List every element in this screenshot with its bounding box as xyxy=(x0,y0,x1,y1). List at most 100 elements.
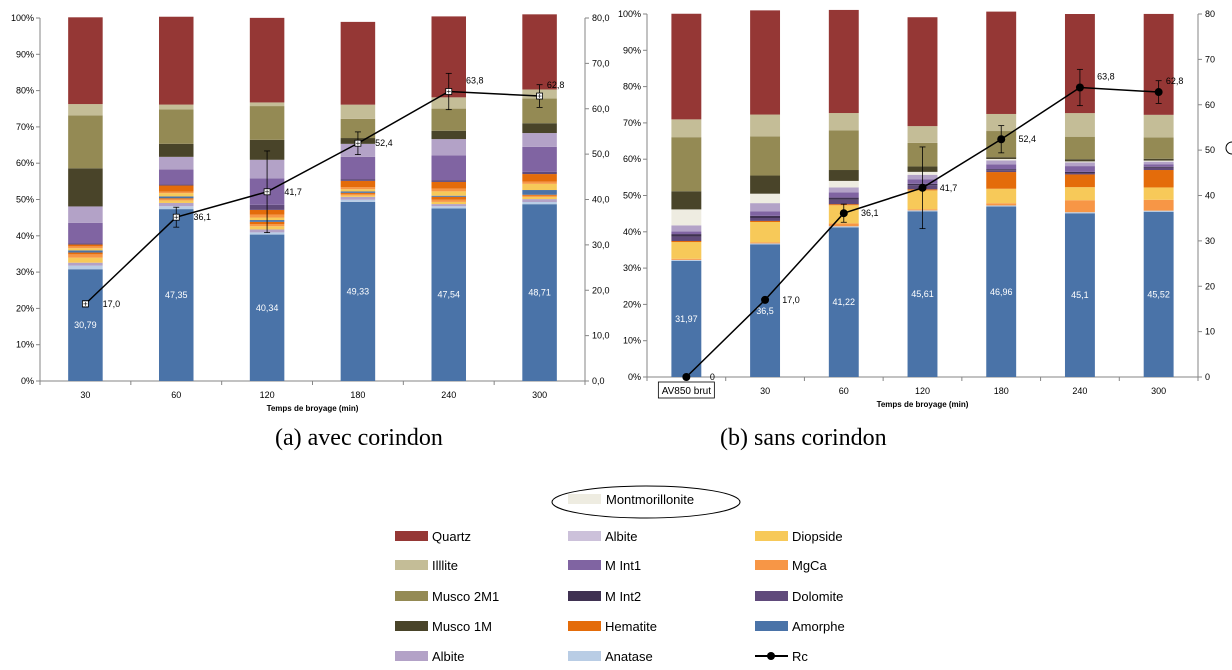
legend-label-montmorillonite: Montmorillonite xyxy=(606,492,694,507)
bar-segment-musco-2m1 xyxy=(249,106,285,140)
bar-segment-hematite xyxy=(431,181,467,189)
bar-segment-mgca xyxy=(1064,200,1095,213)
bar-segment-anatase xyxy=(986,205,1017,207)
legend-label-dolomite: Dolomite xyxy=(792,589,843,604)
bar-segment-musco-1m xyxy=(68,168,103,207)
y2-tick-label: 60,0 xyxy=(592,104,610,114)
y-tick-label: 10% xyxy=(16,340,34,350)
bar-segment-m-int2 xyxy=(986,169,1017,171)
bar-segment-musco-1m xyxy=(750,175,781,194)
y2-tick-label: 70 xyxy=(1205,54,1215,64)
data-label: 46,96 xyxy=(990,287,1013,297)
bar-segment-mgca xyxy=(522,181,557,184)
bar-segment-anatase xyxy=(431,206,467,209)
y2-tick-label: 20,0 xyxy=(592,285,610,295)
bar-segment-amorphe xyxy=(68,269,103,381)
bar-segment-diopside xyxy=(340,195,376,197)
bar-segment-musco-2m1 xyxy=(1064,136,1095,160)
bar-segment-amorphe xyxy=(340,201,376,381)
chart-sans-corindon: 0% 10% 20% 30% 40% 50% 60% 70% 80% 90% 100% 0 10 20 30… xyxy=(618,9,1232,409)
y2-tick-label: 40,0 xyxy=(592,195,610,205)
bar-segment-diopside xyxy=(671,242,702,259)
rc-marker xyxy=(1154,88,1163,97)
bar-segment-m-int1 xyxy=(522,146,557,172)
bar-segment-dolomite xyxy=(431,180,467,182)
bar-segment-musco-1m xyxy=(158,143,194,157)
bar-segment-mgca xyxy=(671,258,702,260)
legend-highlight-oval xyxy=(551,485,741,519)
x-tick-label: 300 xyxy=(532,390,547,400)
bar-segment-diopside xyxy=(158,200,194,203)
bar-segment-mgca xyxy=(158,191,194,194)
bar-segment-amorphe xyxy=(431,208,467,381)
bar-segment-mgca xyxy=(68,246,103,249)
y-tick-label: 20% xyxy=(623,299,641,309)
rc-value-label: 17,0 xyxy=(103,299,121,309)
bar-segment-dolomite xyxy=(671,236,702,241)
y2-tick-label: 80,0 xyxy=(592,13,610,23)
y-tick-label: 50% xyxy=(16,195,34,205)
bar-segment-dolomite xyxy=(986,170,1017,173)
bar-segment-albite xyxy=(158,202,194,207)
bar-segment-hematite xyxy=(158,198,194,200)
caption-b: (b) sans corindon xyxy=(720,425,887,451)
bar-segment-hematite xyxy=(671,240,702,243)
legend-label-albite: Albite xyxy=(432,649,465,664)
bar-segment-illlite xyxy=(68,104,103,116)
legend: Montmorillonite Quartz Illlite Musco 2M1 Mus… xyxy=(395,485,845,664)
legend-label-illlite: Illlite xyxy=(432,558,458,573)
legend-label-amorphe: Amorphe xyxy=(792,619,845,634)
bar-segment-mgca xyxy=(828,223,859,227)
legend-label-anatase: Anatase xyxy=(605,649,653,664)
x-axis-title: Temps de broyage (min) xyxy=(267,404,359,413)
bar-segment-albite xyxy=(431,204,467,207)
bar-segment-illlite xyxy=(249,102,285,107)
data-label: 48,71 xyxy=(528,288,551,298)
rc-value-label: 63,8 xyxy=(466,76,484,86)
rc-value-label: 36,1 xyxy=(193,212,211,222)
legend-swatch-musco-2m1 xyxy=(395,591,428,601)
bar-segment-diopside xyxy=(68,248,103,251)
bar-segment-musco-2m1 xyxy=(340,118,376,139)
x-tick-label: 30 xyxy=(80,390,90,400)
y-tick-label: 50% xyxy=(623,191,641,201)
legend-swatch-montmorillonite xyxy=(568,494,601,504)
bar-segment-montmorillonite xyxy=(1064,161,1095,163)
bar-segment-hematite xyxy=(1064,174,1095,188)
y2-tick-label: 70,0 xyxy=(592,58,610,68)
bar-segment-musco-2m1 xyxy=(1143,137,1174,159)
bar-segment-mgca xyxy=(522,195,557,197)
bar-segment-diopside xyxy=(522,196,557,200)
category-box xyxy=(657,381,715,399)
bar-segment-diopside xyxy=(431,201,467,205)
bar-segment-illlite xyxy=(907,126,938,143)
y2-tick-label: 0 xyxy=(1205,372,1210,382)
bar-segment-amorphe xyxy=(522,204,557,381)
bar-segment-musco-1m xyxy=(522,123,557,134)
y2-tick-label: 30 xyxy=(1205,236,1215,246)
legend-swatch-albite xyxy=(568,531,601,541)
bar-segment-amorphe xyxy=(340,191,376,193)
bar-segment-m-int2 xyxy=(1064,171,1095,173)
bar-segment-albite xyxy=(340,196,376,200)
bar-segment-m-int1 xyxy=(750,211,781,216)
bar-segment-mgca xyxy=(431,188,467,192)
bar-segment-albite xyxy=(431,139,467,156)
bar-segment-musco-1m xyxy=(1143,158,1174,161)
legend-swatch-hematite xyxy=(568,621,601,631)
y-tick-label: 90% xyxy=(16,49,34,59)
legend-label-musco-1m: Musco 1M xyxy=(432,619,492,634)
bar-segment-m-int2 xyxy=(750,215,781,219)
bar-segment-diopside xyxy=(431,191,467,196)
y-tick-label: 0% xyxy=(628,372,641,382)
x-tick-label: 180 xyxy=(994,386,1009,396)
bar-segment-m-int1 xyxy=(1064,166,1095,172)
y2-tick-label: 50,0 xyxy=(592,149,610,159)
bar-segment-albite xyxy=(986,160,1017,165)
bar-segment-amorphe xyxy=(828,227,859,377)
bar-segment-illlite xyxy=(750,114,781,137)
legend-swatch-albite xyxy=(395,651,428,661)
bar-segment-albite xyxy=(750,203,781,212)
bar-segment-quartz xyxy=(907,17,938,127)
